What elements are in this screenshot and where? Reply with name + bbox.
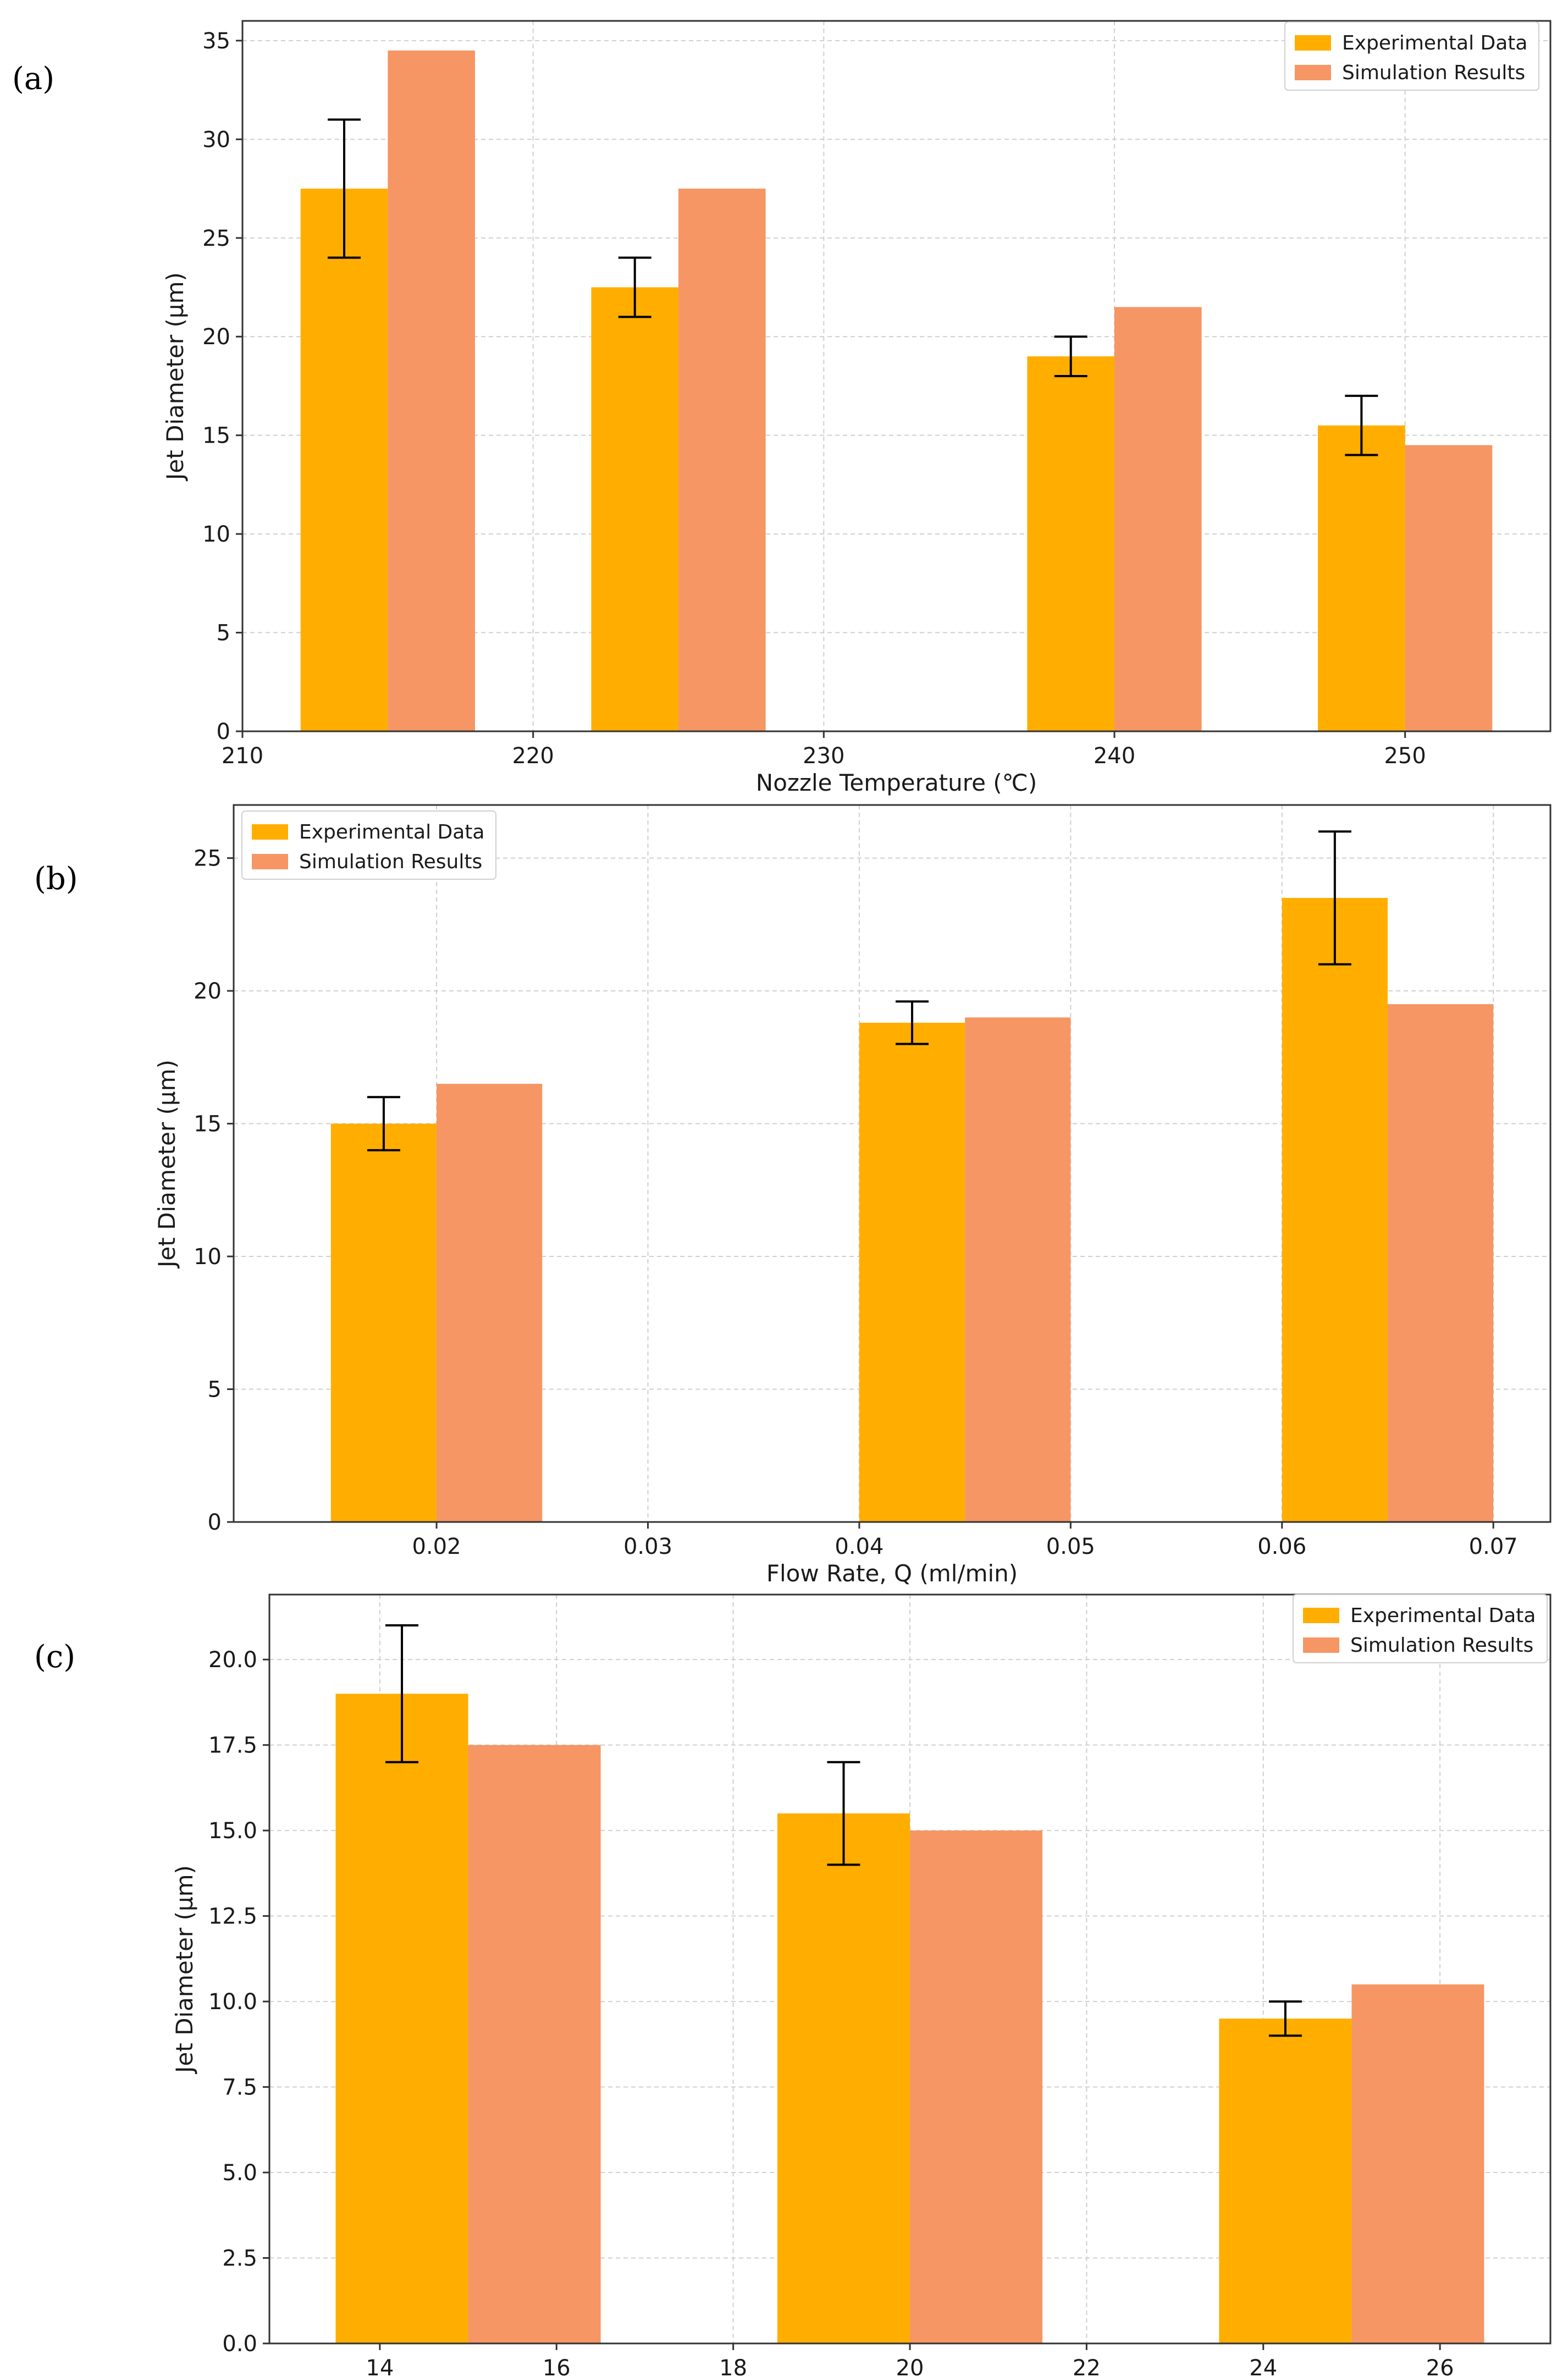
experimental-bar: [1219, 2018, 1352, 2343]
plot-frame: [241, 20, 1552, 732]
simulation-bar: [678, 189, 766, 731]
x-tick-label: 14: [366, 2356, 394, 2377]
legend-entry: Simulation Results: [1350, 1634, 1533, 1657]
panel-b: 0.02 0.03 0.04 0.05 0.06 0.07 0 5 10 15 20 25 Flow R…: [34, 804, 1552, 1587]
y-tick-label: 0: [217, 719, 230, 744]
legend-entry: Experimental Data: [299, 821, 484, 843]
x-axis-label: Nozzle Temperature (℃): [756, 769, 1037, 796]
y-axis-label: Jet Diameter (μm): [171, 1865, 198, 2075]
experimental-bar: [335, 1694, 468, 2343]
panel-a: 210 220 230 240 250 0 5 10 15 20 25 30 35 Nozzle Temp…: [12, 20, 1552, 796]
y-tick-label: 25: [194, 846, 222, 872]
x-tick-label: 220: [512, 743, 554, 769]
legend-swatch: [1303, 1637, 1339, 1653]
legend-entry: Experimental Data: [1342, 32, 1527, 54]
experimental-bar: [777, 1813, 910, 2343]
simulation-bar: [965, 1017, 1071, 1522]
experimental-bar: [859, 1023, 965, 1522]
x-tick-label: 0.04: [835, 1534, 884, 1559]
simulation-bar: [437, 1084, 543, 1522]
legend-swatch: [252, 824, 288, 840]
y-axis-label: Jet Diameter (μm): [153, 1060, 180, 1269]
y-tick-label: 15.0: [208, 1818, 257, 1844]
panel-label: (c): [34, 1639, 75, 1675]
legend-entry: Experimental Data: [1350, 1604, 1536, 1627]
x-tick-label: 16: [543, 2356, 571, 2377]
simulation-bar: [1114, 307, 1202, 731]
y-tick-label: 15: [194, 1112, 222, 1137]
simulation-bar: [388, 50, 475, 731]
y-tick-label: 20.0: [208, 1647, 257, 1673]
simulation-bar: [910, 1830, 1043, 2343]
x-tick-label: 0.02: [412, 1534, 461, 1559]
panel-label: (b): [34, 861, 78, 897]
y-tick-label: 35: [202, 29, 230, 54]
y-tick-label: 7.5: [222, 2075, 257, 2100]
simulation-bar: [1405, 445, 1493, 731]
legend-box: [241, 810, 496, 880]
y-tick-label: 10.0: [208, 1989, 257, 2015]
x-tick-label: 24: [1249, 2356, 1277, 2377]
y-tick-label: 20: [194, 979, 222, 1004]
simulation-bar: [1351, 1984, 1484, 2343]
y-tick-label: 15: [202, 423, 230, 449]
y-tick-label: 10: [202, 522, 230, 547]
x-tick-label: 0.07: [1469, 1534, 1518, 1559]
y-tick-label: 25: [202, 226, 230, 251]
x-tick-label: 20: [896, 2356, 924, 2377]
y-tick-label: 0: [208, 1510, 222, 1535]
legend-swatch: [1303, 1608, 1339, 1623]
legend-entry: Simulation Results: [299, 851, 482, 873]
x-tick-label: 250: [1384, 743, 1426, 769]
legend-box: [1284, 21, 1539, 91]
legend-swatch: [1295, 35, 1331, 51]
x-tick-label: 0.05: [1046, 1534, 1095, 1559]
y-tick-label: 2.5: [222, 2246, 257, 2271]
y-tick-label: 0.0: [222, 2331, 257, 2357]
y-tick-label: 10: [194, 1244, 222, 1270]
y-tick-label: 30: [202, 127, 230, 152]
simulation-bar: [1387, 1004, 1494, 1522]
experimental-bar: [330, 1123, 437, 1522]
legend-entry: Simulation Results: [1342, 62, 1525, 84]
x-tick-label: 26: [1426, 2356, 1454, 2377]
x-tick-label: 240: [1094, 743, 1135, 769]
simulation-bar: [468, 1745, 601, 2343]
x-tick-label: 210: [222, 743, 263, 769]
experimental-bar: [1282, 898, 1388, 1522]
y-tick-label: 17.5: [208, 1733, 257, 1758]
x-tick-label: 22: [1073, 2356, 1101, 2377]
x-tick-label: 230: [803, 743, 844, 769]
experimental-bar: [300, 189, 388, 731]
experimental-bar: [591, 287, 678, 731]
y-tick-label: 5: [217, 621, 230, 646]
legend-swatch: [1295, 65, 1331, 80]
y-tick-label: 12.5: [208, 1904, 257, 1929]
x-tick-label: 18: [719, 2356, 747, 2377]
experimental-bar: [1318, 425, 1405, 731]
y-axis-label: Jet Diameter (μm): [162, 272, 189, 482]
y-tick-label: 5: [208, 1377, 222, 1403]
y-tick-label: 5.0: [222, 2160, 257, 2186]
plot-frame: [233, 804, 1552, 1523]
legend-swatch: [252, 854, 288, 869]
experimental-bar: [1027, 356, 1114, 731]
x-tick-label: 0.03: [623, 1534, 672, 1559]
x-axis-label: Flow Rate, Q (ml/min): [766, 1560, 1018, 1587]
panel-label: (a): [12, 61, 54, 97]
legend-box: [1293, 1594, 1548, 1663]
x-tick-label: 0.06: [1257, 1534, 1306, 1559]
y-tick-label: 20: [202, 324, 230, 350]
panel-c: 14 16 18 20 22 24 26 0.0 2.5 5.0 7.5 10.0 12.5 15.0 17…: [34, 1593, 1552, 2377]
